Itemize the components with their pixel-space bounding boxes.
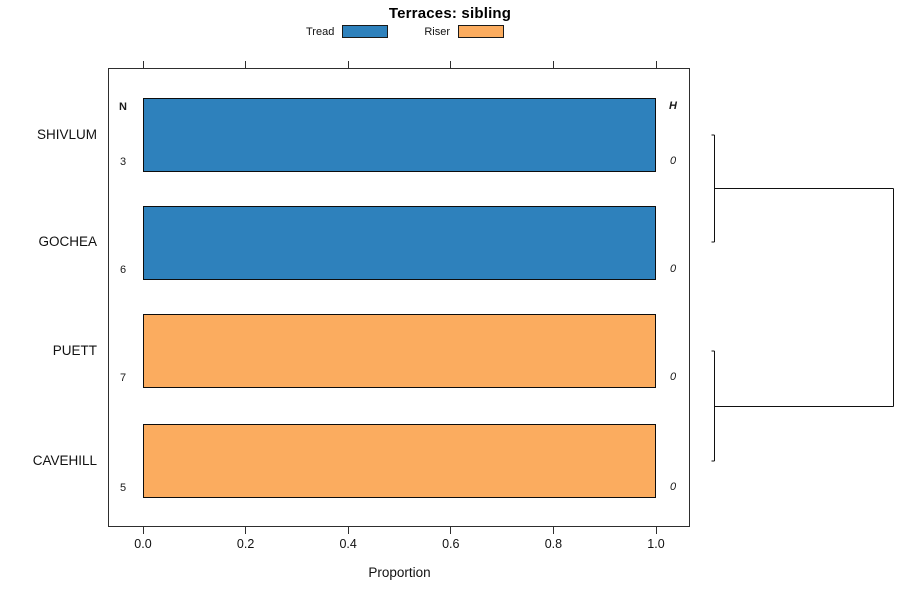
bar-cavehill [143,424,656,498]
dendrogram [711,134,894,462]
n-column-header: N [119,101,127,113]
category-label-gochea: GOCHEA [38,234,97,249]
h-value-puett: 0 [669,371,677,383]
bar-gochea [143,206,656,280]
chart-title: Terraces: sibling [388,5,512,22]
x-tick-label: 0.2 [236,537,255,551]
category-label-shivlum: SHIVLUM [36,127,97,142]
axis-tick-top [655,61,657,68]
legend-swatch-tread [342,25,389,38]
n-value-gochea: 6 [119,264,127,276]
h-value-shivlum: 0 [669,155,677,167]
axis-tick-top [245,61,247,68]
h-value-cavehill: 0 [669,481,677,493]
x-tick-label: 0.8 [544,537,563,551]
n-value-shivlum: 3 [119,156,127,168]
axis-tick-bottom [655,527,657,534]
legend-item-riser: Riser [424,25,504,38]
x-tick-label: 0.6 [442,537,460,551]
bar-shivlum [143,98,656,172]
axis-tick-bottom [142,527,144,534]
axis-tick-bottom [347,527,349,534]
h-column-header: H [669,100,677,112]
axis-tick-bottom [450,527,452,534]
x-tick-label: 0.0 [134,537,152,551]
category-label-cavehill: CAVEHILL [32,453,97,468]
legend-item-tread: Tread [306,25,389,38]
n-value-cavehill: 5 [119,482,127,494]
axis-tick-top [450,61,452,68]
bar-puett [143,314,656,388]
n-value-puett: 7 [119,372,127,384]
x-tick-label: 1.0 [647,537,665,551]
axis-tick-bottom [552,527,554,534]
legend-swatch-riser [458,25,504,38]
x-tick-label: 0.4 [339,537,357,551]
axis-tick-top [552,61,554,68]
category-label-puett: PUETT [52,343,97,358]
axis-tick-top [142,61,144,68]
x-axis-title: Proportion [368,565,431,580]
h-value-gochea: 0 [669,263,677,275]
axis-tick-bottom [245,527,247,534]
axis-tick-top [347,61,349,68]
legend: Tread Riser [0,25,810,38]
legend-label-tread: Tread [306,25,335,38]
legend-label-riser: Riser [424,25,450,38]
